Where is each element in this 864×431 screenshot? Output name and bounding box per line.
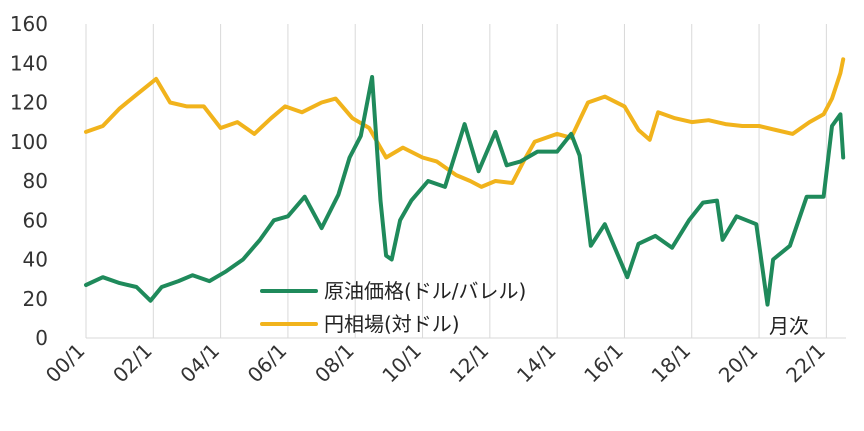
legend-label: 原油価格(ドル/バレル)	[324, 279, 526, 303]
legend: 原油価格(ドル/バレル) 円相場(対ドル)	[260, 279, 526, 336]
x-tick-label: 04/1	[175, 339, 224, 388]
x-tick-label: 08/1	[310, 339, 359, 388]
x-tick-label: 10/1	[377, 339, 426, 388]
y-tick-label: 80	[23, 169, 48, 193]
x-tick-label: 06/1	[243, 339, 292, 388]
x-tick-label: 00/1	[41, 339, 90, 388]
y-tick-label: 0	[35, 326, 48, 350]
annotation-label: 月次	[769, 314, 809, 338]
y-tick-label: 100	[10, 130, 48, 154]
y-tick-label: 160	[10, 12, 48, 36]
x-axis: 00/1 02/1 04/1 06/1 08/1 10/1 12/1 14/1 16/1 18/1…	[41, 339, 830, 388]
y-tick-label: 140	[10, 51, 48, 75]
y-tick-label: 120	[10, 91, 48, 115]
series-line-0	[84, 75, 846, 307]
x-tick-label: 20/1	[714, 339, 763, 388]
y-tick-label: 60	[23, 208, 48, 232]
legend-label: 円相場(対ドル)	[324, 312, 460, 336]
x-tick-label: 18/1	[647, 339, 696, 388]
x-tick-label: 14/1	[512, 339, 561, 388]
series-layer	[84, 57, 846, 307]
series-line-1	[84, 57, 846, 189]
y-axis: 0 20 40 60 80 100 120 140 160	[10, 12, 48, 350]
x-tick-label: 16/1	[579, 339, 628, 388]
x-tick-label: 22/1	[781, 339, 830, 388]
y-tick-label: 20	[23, 287, 48, 311]
x-tick-label: 12/1	[445, 339, 494, 388]
x-tick-label: 02/1	[108, 339, 157, 388]
y-tick-label: 40	[23, 248, 48, 272]
